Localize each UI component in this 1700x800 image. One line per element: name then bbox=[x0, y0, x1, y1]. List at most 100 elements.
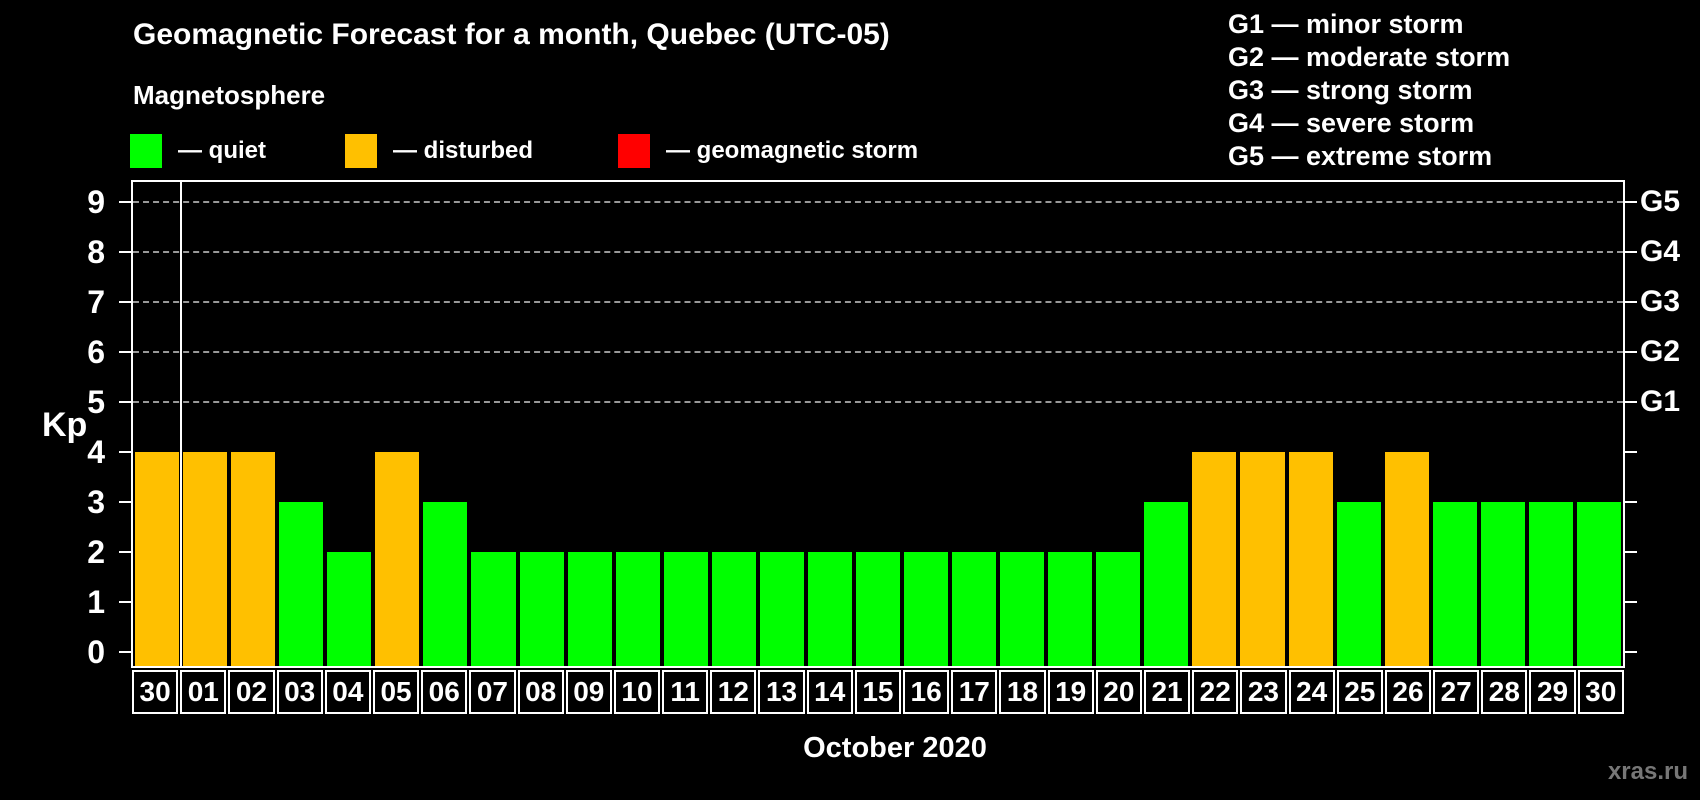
kp-bar-day-13 bbox=[759, 552, 804, 666]
y-axis-label-5: 5 bbox=[87, 384, 105, 420]
left-tick-kp-2 bbox=[119, 551, 131, 553]
g1-legend-line: G1 — minor storm bbox=[1228, 9, 1464, 39]
day-label-24-24: 24 bbox=[1288, 670, 1335, 714]
right-tick-kp-8 bbox=[1625, 251, 1637, 253]
kp-bar-day-27 bbox=[1432, 502, 1477, 666]
kp-bar-day-14 bbox=[807, 552, 852, 666]
y-axis-label-0: 0 bbox=[87, 634, 105, 670]
kp-bar-day-06 bbox=[423, 502, 468, 666]
day-label-6-06: 06 bbox=[421, 670, 468, 714]
day-label-23-23: 23 bbox=[1240, 670, 1287, 714]
day-label-9-09: 09 bbox=[565, 670, 612, 714]
day-label-27-27: 27 bbox=[1433, 670, 1480, 714]
day-label-25-25: 25 bbox=[1336, 670, 1383, 714]
storm-scale-legend: G1 — minor storm G2 — moderate storm G3 … bbox=[1228, 8, 1510, 173]
y-axis-label-8: 8 bbox=[87, 234, 105, 270]
right-axis-label-g4: G4 bbox=[1640, 235, 1681, 268]
page-title: Geomagnetic Forecast for a month, Quebec… bbox=[133, 18, 890, 51]
left-tick-kp-4 bbox=[119, 451, 131, 453]
kp-bar-day-25 bbox=[1336, 502, 1381, 666]
y-axis-label-9: 9 bbox=[87, 184, 105, 220]
kp-bar-day-11 bbox=[663, 552, 708, 666]
kp-bar-day-30 bbox=[135, 452, 180, 666]
day-label-15-15: 15 bbox=[854, 670, 901, 714]
legend-label-disturbed: — disturbed bbox=[393, 137, 534, 164]
right-axis-label-g1: G1 bbox=[1640, 385, 1681, 418]
g3-legend-line: G3 — strong storm bbox=[1228, 75, 1473, 105]
day-label-2-02: 02 bbox=[228, 670, 275, 714]
kp-bar-day-23 bbox=[1240, 452, 1285, 666]
day-label-22-22: 22 bbox=[1192, 670, 1239, 714]
day-label-21-21: 21 bbox=[1143, 670, 1191, 714]
day-label-18-18: 18 bbox=[999, 670, 1046, 714]
storm-color-swatch bbox=[618, 134, 650, 168]
right-tick-kp-2 bbox=[1625, 551, 1637, 553]
legend-label-quiet: — quiet bbox=[178, 137, 266, 164]
kp-bar-day-30 bbox=[1576, 502, 1621, 666]
legend-item-quiet: — quiet bbox=[130, 132, 266, 170]
y-axis-label-3: 3 bbox=[87, 484, 105, 520]
right-tick-kp-5 bbox=[1625, 401, 1637, 403]
kp-bar-day-21 bbox=[1144, 502, 1189, 666]
kp-bar-day-22 bbox=[1192, 452, 1237, 666]
right-tick-kp-9 bbox=[1625, 201, 1637, 203]
g2-legend-line: G2 — moderate storm bbox=[1228, 42, 1511, 72]
day-label-0-30: 30 bbox=[132, 670, 179, 714]
day-label-3-03: 03 bbox=[276, 670, 323, 714]
quiet-color-swatch bbox=[130, 134, 162, 168]
day-label-10-10: 10 bbox=[613, 670, 661, 714]
kp-bar-day-07 bbox=[471, 552, 516, 666]
g5-legend-line: G5 — extreme storm bbox=[1228, 141, 1493, 171]
left-tick-kp-0 bbox=[119, 651, 131, 653]
y-axis-label-1: 1 bbox=[87, 584, 105, 620]
left-tick-kp-1 bbox=[119, 601, 131, 603]
day-label-28-28: 28 bbox=[1481, 670, 1528, 714]
gridline-kp-5 bbox=[133, 401, 1623, 403]
color-legend: — quiet — disturbed — geomagnetic storm bbox=[0, 132, 1100, 170]
kp-bar-day-09 bbox=[567, 552, 612, 666]
day-label-29-29: 29 bbox=[1529, 670, 1576, 714]
day-label-7-07: 07 bbox=[469, 670, 516, 714]
left-tick-kp-3 bbox=[119, 501, 131, 503]
right-tick-kp-4 bbox=[1625, 451, 1637, 453]
right-tick-kp-3 bbox=[1625, 501, 1637, 503]
left-tick-kp-7 bbox=[119, 301, 131, 303]
kp-bar-day-18 bbox=[1000, 552, 1045, 666]
y-axis-label-2: 2 bbox=[87, 534, 105, 570]
plot-area bbox=[119, 180, 1637, 668]
day-label-8-08: 08 bbox=[517, 670, 564, 714]
kp-bar-day-08 bbox=[519, 552, 564, 666]
kp-bar-day-24 bbox=[1288, 452, 1333, 666]
left-tick-kp-6 bbox=[119, 351, 131, 353]
day-label-4-04: 04 bbox=[324, 670, 371, 714]
x-axis-title: October 2020 bbox=[803, 732, 987, 764]
day-label-12-12: 12 bbox=[710, 670, 757, 714]
left-tick-kp-5 bbox=[119, 401, 131, 403]
kp-bar-day-02 bbox=[231, 452, 276, 666]
g4-legend-line: G4 — severe storm bbox=[1228, 108, 1475, 138]
day-label-20-20: 20 bbox=[1095, 670, 1142, 714]
kp-bar-day-12 bbox=[711, 552, 756, 666]
disturbed-color-swatch bbox=[345, 134, 377, 168]
kp-bar-day-19 bbox=[1048, 552, 1093, 666]
gridline-kp-9 bbox=[133, 201, 1623, 203]
day-label-13-13: 13 bbox=[758, 670, 805, 714]
legend-label-storm: — geomagnetic storm bbox=[666, 137, 919, 164]
magnetosphere-label: Magnetosphere bbox=[133, 80, 326, 110]
day-label-16-16: 16 bbox=[903, 670, 950, 714]
kp-bar-day-26 bbox=[1384, 452, 1429, 666]
kp-bar-day-10 bbox=[615, 552, 660, 666]
day-label-26-26: 26 bbox=[1384, 670, 1432, 714]
kp-bar-day-20 bbox=[1096, 552, 1141, 666]
month-separator-line bbox=[180, 182, 183, 666]
kp-bar-day-17 bbox=[952, 552, 997, 666]
gridline-kp-8 bbox=[133, 251, 1623, 253]
kp-bar-day-15 bbox=[855, 552, 901, 666]
kp-bar-day-01 bbox=[183, 452, 228, 666]
gridline-kp-6 bbox=[133, 351, 1623, 353]
kp-bar-day-29 bbox=[1528, 502, 1573, 666]
y-axis-title: Kp bbox=[42, 406, 88, 444]
right-axis-label-g2: G2 bbox=[1640, 335, 1681, 368]
kp-bar-day-04 bbox=[327, 552, 372, 666]
